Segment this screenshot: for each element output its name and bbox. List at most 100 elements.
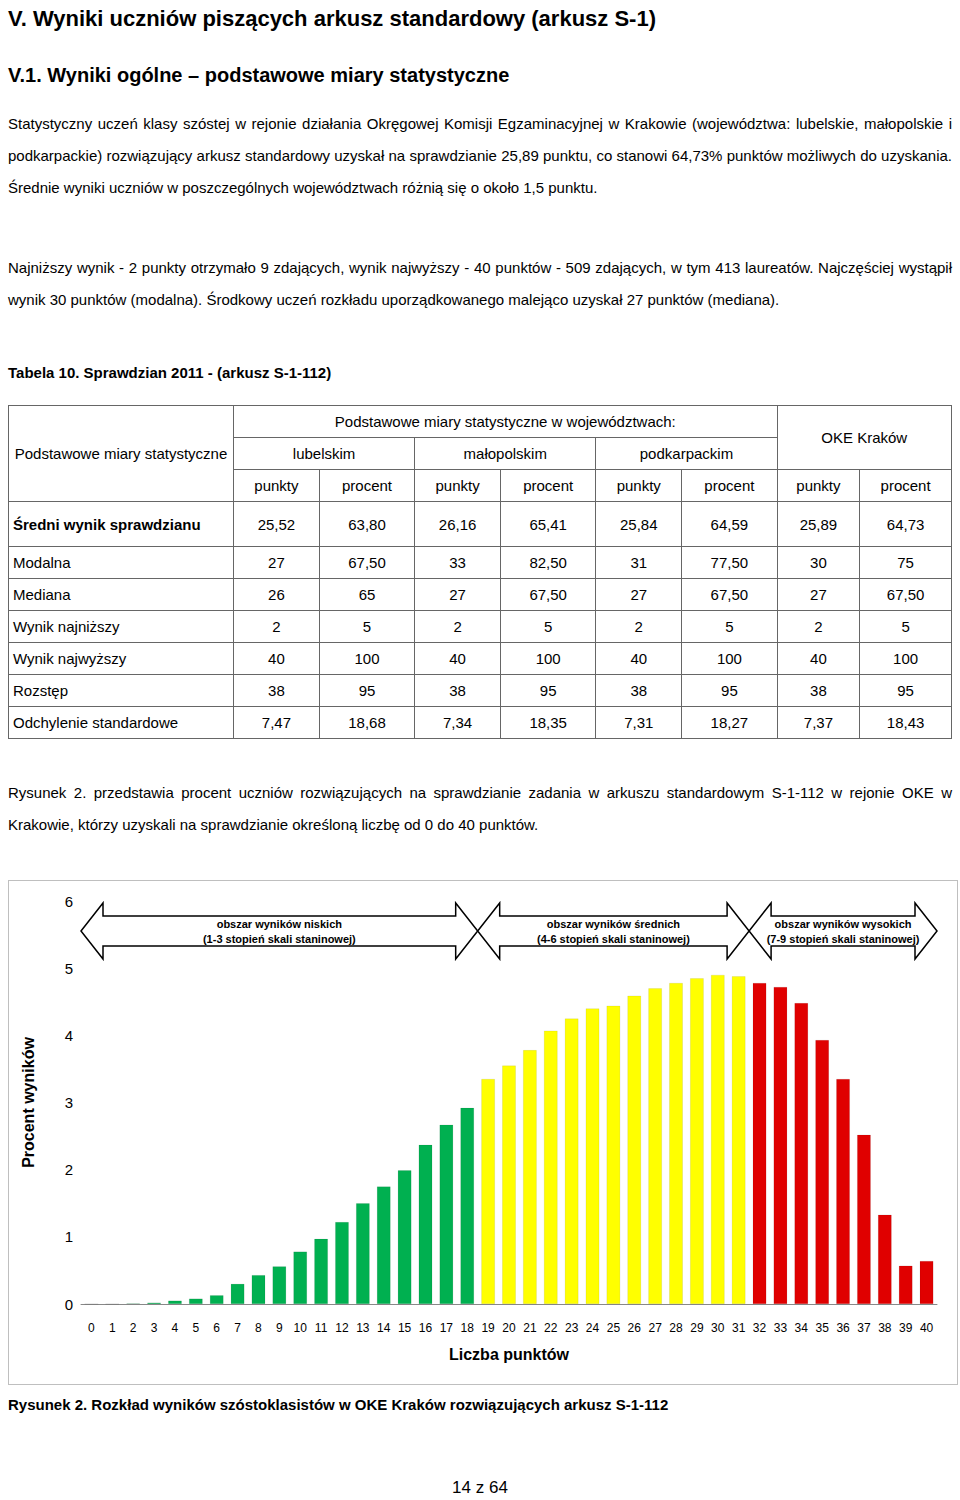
html-text:82,50: 82,50	[529, 554, 567, 571]
svg-text:(4-6 stopień skali staninowej): (4-6 stopień skali staninowej)	[537, 933, 690, 945]
html-text:procent: procent	[704, 477, 755, 494]
svg-text:16: 16	[419, 1321, 433, 1335]
svg-text:18: 18	[461, 1321, 475, 1335]
html-text:27: 27	[449, 586, 466, 603]
html-text:67,50: 67,50	[348, 554, 386, 571]
svg-text:19: 19	[481, 1321, 495, 1335]
html-text:Mediana: Mediana	[13, 586, 71, 603]
svg-text:26: 26	[628, 1321, 642, 1335]
svg-text:5: 5	[192, 1321, 199, 1335]
html-text:65,41: 65,41	[529, 515, 567, 533]
svg-text:(1-3 stopień skali staninowej): (1-3 stopień skali staninowej)	[203, 933, 356, 945]
html-text:V. Wyniki uczniów piszących ar: V. Wyniki uczniów piszących arkusz stand…	[8, 6, 656, 31]
svg-text:31: 31	[732, 1321, 746, 1335]
html-text:Podstawowe miary statystyczne: Podstawowe miary statystyczne w wojewódz…	[334, 413, 676, 430]
html-text:punkty: punkty	[254, 477, 299, 494]
svg-text:15: 15	[398, 1321, 412, 1335]
svg-text:8: 8	[255, 1321, 262, 1335]
html-text:31: 31	[630, 554, 648, 571]
html-text:OKE Kraków: OKE Kraków	[821, 429, 908, 446]
svg-text:9: 9	[276, 1321, 283, 1335]
html-text:Tabela 10. Sprawdzian 2011 - (: Tabela 10. Sprawdzian 2011 - (arkusz S-1…	[8, 364, 332, 381]
html-text:małopolskim: małopolskim	[463, 445, 547, 462]
svg-text:7: 7	[234, 1321, 241, 1335]
html-text:punkty: punkty	[796, 477, 841, 494]
svg-text:6: 6	[65, 893, 73, 910]
svg-text:11: 11	[315, 1321, 328, 1335]
svg-text:4: 4	[65, 1027, 73, 1044]
svg-text:obszar wyników średnich: obszar wyników średnich	[547, 918, 681, 930]
svg-text:4: 4	[172, 1321, 179, 1335]
svg-text:20: 20	[502, 1321, 516, 1335]
html-text:25,84: 25,84	[620, 515, 658, 533]
html-text:Podstawowe miary statystyczne: Podstawowe miary statystyczne	[14, 445, 228, 462]
svg-text:17: 17	[440, 1321, 454, 1335]
svg-text:28: 28	[669, 1321, 683, 1335]
svg-text:5: 5	[65, 960, 73, 977]
svg-text:37: 37	[857, 1321, 871, 1335]
html-text:Modalna: Modalna	[13, 554, 71, 571]
html-text:64,73: 64,73	[886, 515, 925, 533]
svg-text:0: 0	[88, 1321, 95, 1335]
html-text:33: 33	[449, 554, 466, 571]
svg-text:0: 0	[65, 1296, 73, 1313]
svg-text:38: 38	[878, 1321, 892, 1335]
svg-text:32: 32	[753, 1321, 767, 1335]
html-text:podkarpackim: podkarpackim	[639, 445, 734, 462]
html-text:V.1. Wyniki ogólne – podstawow: V.1. Wyniki ogólne – podstawowe miary st…	[8, 64, 510, 86]
svg-text:33: 33	[774, 1321, 788, 1335]
html-text:punkty: punkty	[616, 477, 661, 494]
html-text:Rysunek 2. przedstawia procent: Rysunek 2. przedstawia procent uczniów r…	[8, 784, 952, 833]
html-text:procent: procent	[342, 477, 392, 494]
svg-text:obszar wyników niskich: obszar wyników niskich	[217, 918, 343, 930]
html-text:65: 65	[358, 586, 376, 603]
svg-text:2: 2	[130, 1321, 137, 1335]
html-text:64,59: 64,59	[710, 515, 749, 533]
html-text:14 z 64: 14 z 64	[452, 1478, 508, 1497]
html-text:lubelskim: lubelskim	[292, 445, 356, 462]
html-text:75: 75	[897, 554, 914, 571]
svg-text:2: 2	[65, 1161, 73, 1178]
svg-text:39: 39	[899, 1321, 913, 1335]
html-text:Średni wynik sprawdzianu: Średni wynik sprawdzianu	[13, 515, 201, 533]
svg-text:Liczba punktów: Liczba punktów	[449, 1346, 570, 1363]
svg-text:13: 13	[356, 1321, 370, 1335]
svg-text:1: 1	[109, 1321, 116, 1335]
html-text:procent: procent	[523, 477, 574, 494]
html-text:25,52: 25,52	[257, 515, 296, 533]
html-text:Najniższy wynik - 2 punkty otr: Najniższy wynik - 2 punkty otrzymało 9 z…	[8, 259, 952, 308]
html-text:procent: procent	[880, 477, 931, 494]
svg-text:25: 25	[607, 1321, 621, 1335]
svg-text:29: 29	[690, 1321, 704, 1335]
svg-text:3: 3	[65, 1094, 73, 1111]
html-text:27: 27	[268, 554, 285, 571]
svg-text:24: 24	[586, 1321, 600, 1335]
svg-text:1: 1	[65, 1228, 73, 1245]
svg-text:14: 14	[377, 1321, 391, 1335]
svg-text:21: 21	[523, 1321, 537, 1335]
html-text:25,89: 25,89	[799, 515, 838, 533]
svg-text:22: 22	[544, 1321, 558, 1335]
html-text:77,50: 77,50	[710, 554, 749, 571]
svg-text:6: 6	[213, 1321, 220, 1335]
svg-text:36: 36	[836, 1321, 850, 1335]
svg-text:35: 35	[815, 1321, 829, 1335]
svg-text:12: 12	[335, 1321, 349, 1335]
svg-text:obszar wyników wysokich: obszar wyników wysokich	[775, 918, 912, 930]
html-text:punkty: punkty	[435, 477, 480, 494]
svg-text:34: 34	[795, 1321, 809, 1335]
svg-text:3: 3	[151, 1321, 158, 1335]
svg-text:27: 27	[648, 1321, 662, 1335]
html-text:30: 30	[810, 554, 827, 571]
svg-text:10: 10	[294, 1321, 308, 1335]
svg-text:40: 40	[920, 1321, 934, 1335]
svg-text:23: 23	[565, 1321, 579, 1335]
html-text:67,50: 67,50	[529, 586, 567, 603]
html-text:26,16: 26,16	[438, 515, 477, 533]
html-text:Statystyczny uczeń klasy szóst: Statystyczny uczeń klasy szóstej w rejon…	[8, 115, 952, 196]
html-text:63,80: 63,80	[348, 515, 386, 533]
svg-text:Procent wyników: Procent wyników	[20, 1037, 37, 1168]
html-text:26: 26	[268, 586, 285, 603]
svg-text:30: 30	[711, 1321, 725, 1335]
svg-text:(7-9 stopień skali staninowej): (7-9 stopień skali staninowej)	[767, 933, 920, 945]
